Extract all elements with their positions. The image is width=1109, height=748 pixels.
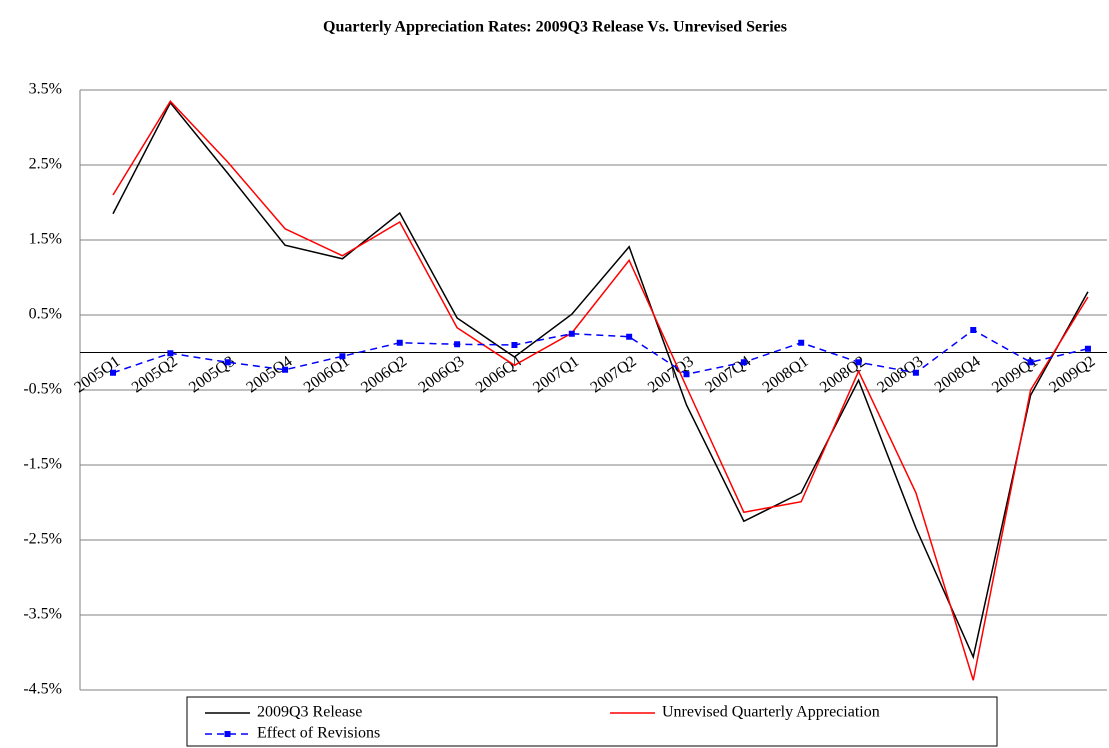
marker bbox=[798, 339, 805, 346]
y-tick-label: 1.5% bbox=[29, 231, 62, 248]
marker bbox=[912, 369, 919, 376]
marker bbox=[339, 353, 346, 360]
marker bbox=[626, 333, 633, 340]
legend-label: Effect of Revisions bbox=[257, 725, 380, 742]
y-tick-label: -2.5% bbox=[23, 531, 62, 548]
marker bbox=[683, 371, 690, 378]
marker bbox=[110, 369, 116, 376]
marker bbox=[1084, 345, 1091, 352]
legend-label: Unrevised Quarterly Appreciation bbox=[662, 704, 880, 721]
y-tick-label: 0.5% bbox=[29, 306, 62, 323]
marker bbox=[167, 350, 174, 357]
marker bbox=[282, 366, 289, 373]
y-tick-label: 3.5% bbox=[29, 81, 62, 98]
series-line bbox=[112, 101, 1089, 660]
chart-title: Quarterly Appreciation Rates: 2009Q3 Rel… bbox=[323, 19, 787, 36]
marker bbox=[454, 341, 461, 348]
legend-box bbox=[186, 696, 998, 747]
y-tick-label: -0.5% bbox=[23, 381, 62, 398]
y-tick-label: 2.5% bbox=[29, 156, 62, 173]
marker bbox=[511, 342, 518, 348]
marker bbox=[224, 359, 231, 366]
legend-marker bbox=[224, 731, 231, 737]
y-tick-label: -3.5% bbox=[23, 606, 62, 623]
marker bbox=[740, 359, 747, 366]
marker bbox=[396, 339, 403, 346]
series-line bbox=[112, 100, 1089, 681]
marker bbox=[970, 327, 977, 333]
marker bbox=[568, 330, 575, 337]
marker bbox=[855, 359, 862, 366]
legend-label: 2009Q3 Release bbox=[257, 704, 362, 721]
y-tick-label: -4.5% bbox=[23, 681, 62, 698]
series-line bbox=[112, 329, 1089, 376]
y-tick-label: -1.5% bbox=[23, 456, 62, 473]
marker bbox=[1027, 359, 1034, 366]
